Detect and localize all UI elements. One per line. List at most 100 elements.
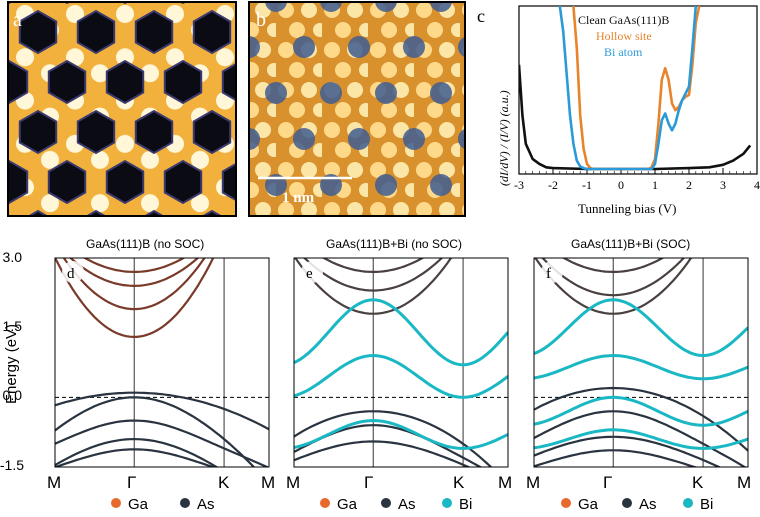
bi-band-2: [294, 419, 508, 450]
legend-f-ga-dot: [561, 498, 571, 508]
stm-a-dark-site-39: [201, 209, 223, 216]
panel-d-letter: d: [67, 266, 75, 282]
legend-e-ga: Ga: [337, 496, 358, 512]
sts-series-2: [558, 6, 698, 171]
kpoint-e-Gamma: Γ: [364, 473, 373, 492]
legend-clean: Clean GaAs(111)B: [578, 13, 669, 27]
conduction-band-1: [62, 258, 206, 311]
conduction-band-2: [561, 258, 665, 273]
stm-b-dark-site-28: [265, 174, 287, 196]
ytick-3-0: 3.0: [3, 249, 23, 265]
panel-e-title: GaAs(111)B+Bi (no SOC): [326, 237, 462, 251]
legend-bi: Bi atom: [604, 45, 643, 59]
panel-c: c -3 -2 -1 0 1 2 3 4 Clean GaAs(111)B Hollow si…: [477, 5, 760, 216]
conduction-band-0: [534, 258, 693, 315]
legend-f-as: As: [639, 496, 657, 512]
legend-d-as-dot: [180, 498, 190, 508]
stm-a-dark-site-25: [192, 109, 232, 155]
stm-a-dark-site-37: [85, 209, 107, 216]
ytick-0-0: 0.0: [3, 387, 23, 403]
stm-b-dark-site-42: [265, 266, 287, 288]
legend-d: Ga As: [111, 496, 215, 513]
energy-axis-label: Energy (eV): [3, 324, 20, 404]
legend-e-as-dot: [381, 498, 391, 508]
sts-ylabel: (dI/dV) / (I/V) (a.u.): [497, 90, 511, 186]
stm-a-dark-site-17: [163, 59, 203, 105]
legend-hollow: Hollow site: [596, 29, 652, 43]
valence-band-3: [534, 449, 698, 467]
sts-curves: [519, 6, 752, 171]
stm-b-dark-site-29: [320, 174, 342, 196]
valence-band-3: [55, 437, 219, 467]
kpoint-f-M2: M: [737, 473, 751, 492]
stm-a-dark-site-36: [27, 209, 49, 216]
conduction-band-2: [321, 258, 425, 273]
panel-e-frame: [293, 257, 509, 468]
stm-b-dark-site-16: [375, 82, 397, 104]
bands-f: [534, 258, 748, 467]
stm-b-dark-site-31: [430, 174, 452, 196]
kpoint-e-K: K: [453, 473, 465, 492]
stm-b-dark-site-21: [249, 128, 260, 150]
stm-a-dark-site-32: [221, 162, 236, 202]
stm-b-dark-site-10: [403, 36, 425, 58]
sts-xtick-label-6: 3: [720, 178, 726, 192]
stm-b-dark-site-24: [403, 128, 425, 150]
conduction-band-3: [82, 258, 186, 273]
legend-d-ga-dot: [111, 498, 121, 508]
stm-b-dark-site-9: [348, 36, 370, 58]
sts-xtick-label-1: -2: [548, 178, 558, 192]
kpoint-d-M2: M: [261, 473, 275, 492]
valence-band-0: [534, 386, 748, 452]
bi-band-1: [534, 298, 748, 357]
conduction-band-0: [55, 258, 215, 338]
stm-a-dark-site-24: [134, 109, 174, 155]
stm-a-dark-site-29: [47, 159, 87, 205]
panel-b: b 1 nm: [248, 1, 617, 288]
legend-f: Ga As Bi: [561, 496, 713, 513]
kpoint-d-Gamma: Γ: [127, 473, 136, 492]
conduction-band-1: [541, 258, 686, 297]
legend-e-as: As: [398, 496, 416, 512]
panel-f-letter: f: [546, 266, 551, 282]
conduction-band-0: [294, 258, 453, 315]
stm-a-dark-site-23: [76, 109, 116, 155]
legend-e-bi-dot: [442, 498, 452, 508]
stm-b-dark-site-2: [375, 2, 397, 12]
stm-b-dark-site-45: [430, 266, 452, 288]
conduction-band-1: [302, 258, 444, 292]
stm-a-dark-site-8: [18, 9, 58, 55]
panel-e-letter-bg: [301, 261, 323, 283]
kpoint-e-M1: M: [286, 473, 300, 492]
panel-e: GaAs(111)B+Bi (no SOC) e: [293, 237, 509, 468]
stm-b-dark-site-3: [430, 2, 452, 12]
sts-xtick-label-3: 0: [618, 178, 624, 192]
stm-b-dark-site-0: [265, 2, 287, 12]
legend-e-ga-dot: [320, 498, 330, 508]
stm-b-dark-sites: [249, 2, 617, 288]
stm-a-dark-site-40: [252, 211, 288, 253]
panel-d-frame: [54, 257, 270, 468]
stm-a-dark-site-11: [192, 9, 232, 55]
sts-xtick-label-5: 2: [686, 178, 692, 192]
sts-xtick-label-2: -1: [582, 178, 592, 192]
panel-b-frame: [248, 1, 466, 217]
kpoint-e-M2: M: [498, 473, 512, 492]
panel-a-frame: [7, 1, 237, 217]
stm-a-dark-site-18: [221, 62, 236, 102]
stm-b-dark-site-48: [595, 266, 617, 288]
legend-e-bi: Bi: [459, 496, 472, 512]
stm-a-dark-site-38: [143, 209, 165, 216]
stm-b-dark-site-46: [485, 266, 507, 288]
stm-b-dark-site-23: [348, 128, 370, 150]
panel-f-title: GaAs(111)B+Bi (SOC): [571, 237, 690, 251]
stm-b-dark-site-17: [430, 82, 452, 104]
stm-a-dark-site-46: [223, 261, 259, 303]
sts-axis-ticks: [518, 168, 758, 174]
stm-a-dark-site-15: [47, 59, 87, 105]
stm-b-dark-site-7: [249, 36, 260, 58]
panel-f-frame: [533, 257, 749, 468]
stm-b-dark-site-1: [320, 2, 342, 12]
stm-b-dark-site-34: [595, 174, 617, 196]
legend-e: Ga As Bi: [320, 496, 472, 513]
